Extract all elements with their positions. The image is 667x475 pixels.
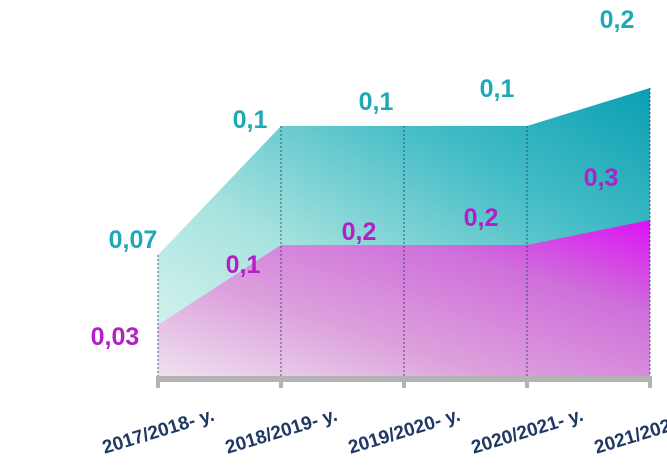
series-1-data-label: 0,2: [600, 6, 635, 34]
series-1-data-label: 0,1: [233, 106, 268, 134]
x-tick-labels: 2017/2018- y. 2018/2019- y. 2019/2020- y. 2…: [100, 405, 667, 459]
x-tick-label: 2019/2020- y.: [346, 405, 463, 459]
series-1-data-label: 0,07: [109, 226, 158, 254]
x-axis-tick: [648, 380, 652, 388]
x-tick-label: 2017/2018- y.: [100, 405, 217, 459]
series-2-data-label: 0,2: [464, 204, 499, 232]
x-tick-label: 2018/2019- y.: [223, 405, 340, 459]
x-tick-label: 2021/2022- y.: [592, 405, 667, 459]
series-2-data-label: 0,3: [584, 164, 619, 192]
x-axis-tick: [156, 380, 160, 388]
series-1-data-label: 0,1: [480, 75, 515, 103]
x-axis-tick: [279, 380, 283, 388]
data-labels: 0,07 0,1 0,1 0,1 0,2 0,03 0,1 0,2 0,2 0,3: [91, 6, 635, 351]
x-axis: [156, 376, 652, 388]
series-2-data-label: 0,2: [342, 218, 377, 246]
series-2-data-label: 0,1: [226, 251, 261, 279]
series-2-data-label: 0,03: [91, 323, 140, 351]
x-axis-tick: [525, 380, 529, 388]
series-1-data-label: 0,1: [359, 88, 394, 116]
vertical-guide-lines: [157, 88, 651, 377]
x-axis-tick: [402, 380, 406, 388]
x-tick-label: 2020/2021- y.: [469, 405, 586, 459]
x-axis-line: [156, 376, 652, 382]
